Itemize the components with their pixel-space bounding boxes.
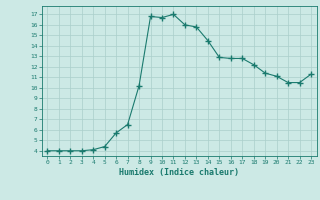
X-axis label: Humidex (Indice chaleur): Humidex (Indice chaleur) — [119, 168, 239, 177]
